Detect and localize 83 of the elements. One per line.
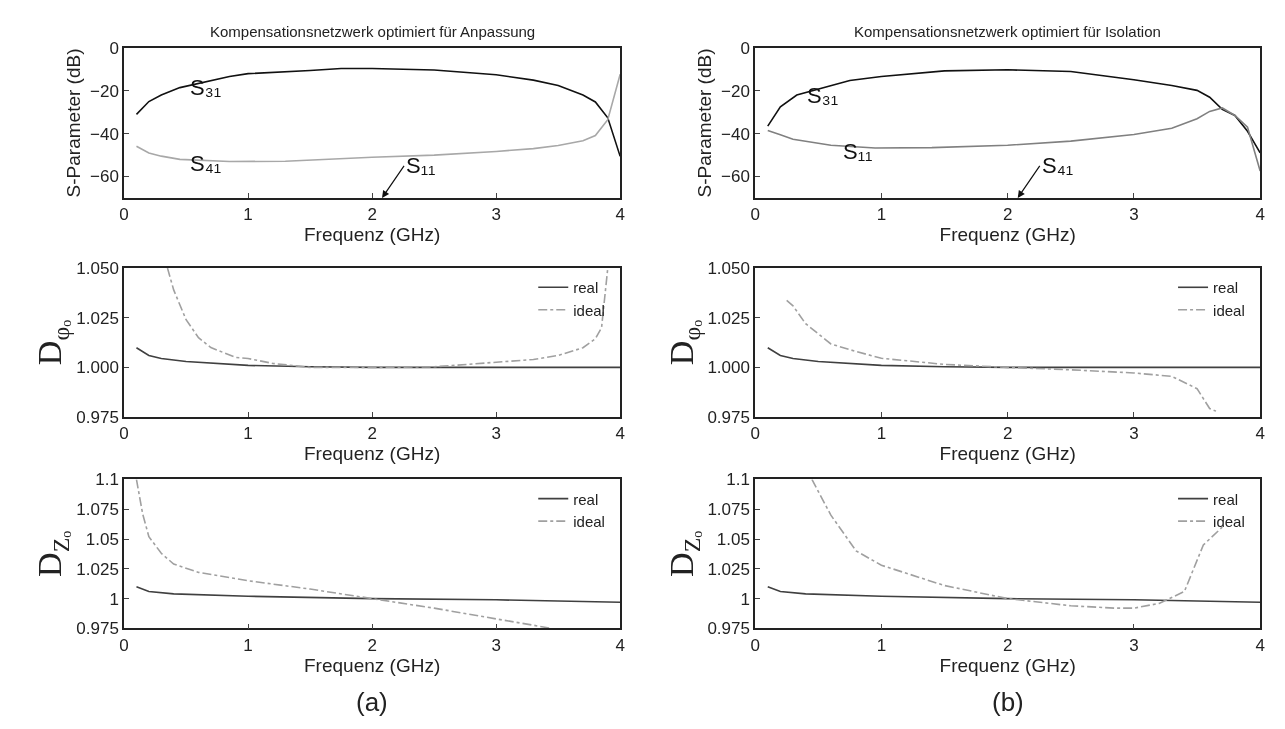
legend-label: real [573,279,599,297]
x-tick-label: 2 [367,635,377,655]
y-tick-label: 0.975 [76,408,119,428]
y-tick-label: −20 [721,81,750,101]
y-tick-label: 0.975 [707,408,750,428]
line-series [135,346,621,369]
x-tick-label: 3 [491,205,501,225]
series-label: S₄₁ [190,151,222,176]
line-series [166,268,609,369]
legend-label: real [1213,279,1239,297]
annotation: S₄₁ [1042,153,1074,178]
x-tick-label: 1 [243,635,253,655]
annotation: S₁₁ [406,153,436,178]
x-tick-label: 3 [1129,205,1139,225]
text: (b) [992,687,1024,717]
legend-label: ideal [1213,512,1245,530]
x-axis-title: Frequenz (GHz) [304,224,441,246]
x-tick-label: 4 [1255,424,1265,444]
y-tick-label: 0 [109,38,119,58]
y-tick-label: 1.05 [85,529,119,549]
y-tick-label: 1.1 [726,470,750,490]
y-tick-label: 0.975 [707,619,750,639]
y-tick-label: −40 [721,124,750,144]
x-axis-title: Frequenz (GHz) [939,654,1076,676]
series-label: S₃₁ [190,75,222,100]
y-tick-label: −60 [721,167,750,187]
y-tick-label: 1.075 [76,500,119,520]
x-tick-label: 2 [1002,424,1013,444]
x-tick-label: 1 [243,205,253,225]
y-tick-label: 1.050 [707,259,750,279]
x-tick-label: 3 [491,635,501,655]
x-tick-label: 4 [615,424,625,444]
legend-label: ideal [573,512,605,530]
x-tick-label: 4 [615,205,625,225]
x-tick-label: 1 [876,635,887,655]
y-tick-label: 1.000 [76,358,119,378]
text: (a) [356,687,388,717]
x-tick-label: 1 [876,205,887,225]
y-tick-label: −40 [90,124,119,144]
y-tick-label: 1.025 [707,559,750,579]
x-tick-label: 3 [1129,635,1139,655]
y-tick-label: 0 [740,38,750,58]
x-tick-label: 4 [615,635,625,655]
x-tick-label: 4 [1255,635,1265,655]
x-axis-title: Frequenz (GHz) [304,443,441,465]
y-tick-label: 1.025 [76,308,119,328]
x-tick-label: 4 [1255,205,1265,225]
y-tick-label: 1.1 [95,470,119,490]
y-tick-label: 1.000 [707,358,750,378]
series-label: S₃₁ [807,83,839,108]
line-series [135,585,621,603]
y-axis-title: S-Parameter (dB) [63,48,85,198]
legend-label: real [1213,490,1239,508]
y-tick-label: 1.050 [76,259,119,279]
x-tick-label: 2 [1002,205,1013,225]
x-axis-title: Frequenz (GHz) [304,654,441,676]
legend-label: ideal [1213,301,1245,319]
legend-label: ideal [573,301,605,319]
y-tick-label: −20 [90,81,119,101]
x-tick-label: 3 [491,424,501,444]
x-tick-label: 1 [243,424,253,444]
y-tick-label: 1.025 [707,308,750,328]
x-tick-label: 2 [367,205,377,225]
y-tick-label: −60 [90,167,119,187]
x-axis-title: Frequenz (GHz) [939,443,1076,465]
legend-label: real [573,490,599,508]
series-label: S₁₁ [843,139,873,164]
y-tick-label: 1 [109,589,119,609]
line-series [766,585,1261,603]
y-tick-label: 1.025 [76,559,119,579]
y-tick-label: 1.05 [716,529,750,549]
y-tick-label: 1.075 [707,500,750,520]
y-axis-title: S-Parameter (dB) [694,48,716,198]
chart-title: Kompensationsnetzwerk optimiert für Isolation [854,23,1161,40]
x-tick-label: 2 [1002,635,1013,655]
x-tick-label: 1 [876,424,887,444]
line-series [766,346,1261,369]
chart-title: Kompensationsnetzwerk optimiert für Anpassung [210,23,536,40]
x-axis-title: Frequenz (GHz) [939,224,1076,246]
x-tick-label: 2 [367,424,377,444]
y-tick-label: 1 [740,589,750,609]
y-tick-label: 0.975 [76,619,119,639]
x-tick-label: 3 [1129,424,1139,444]
